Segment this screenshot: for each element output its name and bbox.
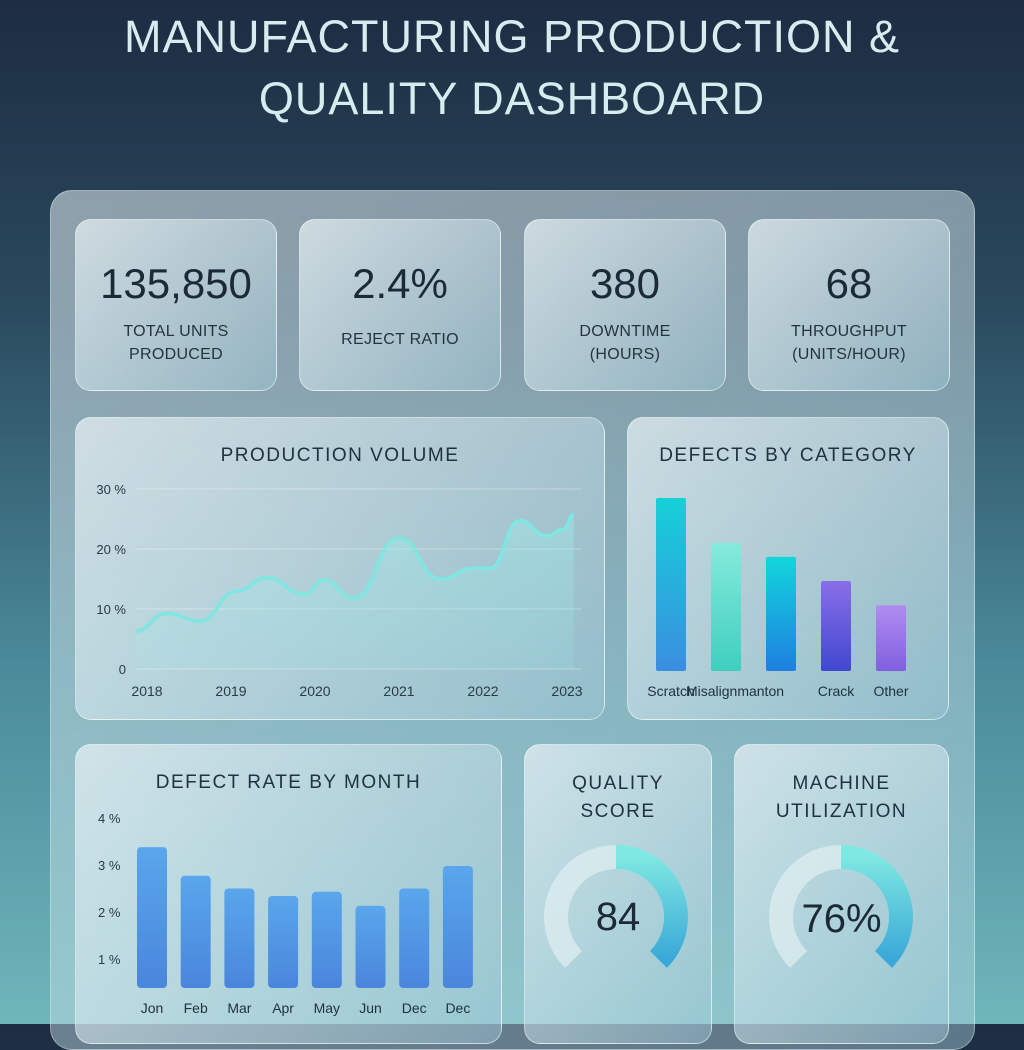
- category-label: Crack: [818, 683, 856, 699]
- gauge-value: 84: [595, 895, 641, 939]
- defect-rate-chart: 1 % 2 % 3 % 4 % Jon Feb Mar Apr May Jun Dec Dec: [98, 811, 473, 1016]
- month-label: Mar: [227, 1000, 251, 1016]
- y-tick-label: 1 %: [98, 952, 121, 967]
- x-tick-label: 2023: [551, 683, 582, 699]
- title-line-2: QUALITY DASHBOARD: [258, 73, 766, 124]
- machine-utilization-card: MACHINE UTILIZATION 76%: [734, 744, 949, 1044]
- x-tick-label: 2021: [383, 683, 414, 699]
- gauge-fill: [615, 845, 688, 968]
- bar: [355, 905, 386, 988]
- y-tick-label: 20 %: [96, 542, 126, 557]
- machine-utilization-gauge: [769, 845, 913, 968]
- y-tick-label: 3 %: [98, 858, 121, 873]
- kpi-value: 135,850: [100, 260, 252, 307]
- month-label: Jon: [141, 1000, 164, 1016]
- kpi-value: 2.4%: [352, 260, 448, 307]
- month-label: Apr: [272, 1000, 294, 1016]
- bar: [268, 896, 299, 988]
- gauge-title: MACHINE UTILIZATION: [775, 773, 908, 822]
- bar: [821, 581, 851, 671]
- quality-score-card: QUALITY SCORE 84: [524, 744, 712, 1044]
- kpi-reject-ratio: 2.4% REJECT RATIO: [299, 219, 501, 391]
- defects-by-category-card: DEFECTS BY CATEGORY Scratch Misalignmanto…: [627, 417, 949, 720]
- kpi-throughput: 68 THROUGHPUT (UNITS/HOUR): [748, 219, 950, 391]
- bar: [442, 865, 473, 988]
- kpi-value: 68: [825, 260, 873, 307]
- kpi-label: DOWNTIME (HOURS): [579, 323, 671, 363]
- bar: [180, 875, 211, 988]
- kpi-label: TOTAL UNITS PRODUCED: [123, 323, 229, 363]
- kpi-total-units: 135,850 TOTAL UNITS PRODUCED: [75, 219, 277, 391]
- bar: [137, 847, 167, 988]
- chart-title: DEFECT RATE BY MONTH: [155, 772, 422, 793]
- month-label: Jun: [359, 1000, 382, 1016]
- month-label: Dec: [445, 1000, 470, 1016]
- kpi-value: 380: [589, 260, 661, 307]
- y-tick-label: 30 %: [96, 482, 126, 497]
- y-tick-label: 2 %: [98, 905, 121, 920]
- bar: [766, 556, 796, 671]
- chart-title: PRODUCTION VOLUME: [220, 445, 460, 466]
- quality-score-gauge: [544, 845, 688, 968]
- bar: [311, 891, 342, 988]
- bar: [876, 605, 906, 671]
- month-label: Feb: [184, 1000, 208, 1016]
- category-label: Misalignmanton: [686, 683, 784, 699]
- bar: [224, 888, 255, 988]
- gauge-title: QUALITY SCORE: [572, 773, 664, 822]
- bar: [399, 888, 430, 988]
- title-line-1: MANUFACTURING PRODUCTION &: [123, 11, 900, 62]
- category-label: Other: [873, 683, 908, 699]
- production-volume-chart: 0 10 % 20 % 30 % 2018 2019 2020 2021 2022 2023: [96, 482, 582, 699]
- bar: [656, 498, 686, 671]
- month-label: May: [314, 1000, 340, 1016]
- y-tick-label: 0: [119, 662, 126, 677]
- production-volume-card: PRODUCTION VOLUME 0 10 % 20 % 30 % 2018 2019 2…: [75, 417, 605, 720]
- month-label: Dec: [402, 1000, 427, 1016]
- kpi-downtime: 380 DOWNTIME (HOURS): [524, 219, 726, 391]
- x-tick-label: 2022: [467, 683, 498, 699]
- kpi-label: THROUGHPUT (UNITS/HOUR): [791, 323, 907, 363]
- series-line: [135, 512, 575, 633]
- y-tick-label: 10 %: [96, 602, 126, 617]
- kpi-label: REJECT RATIO: [341, 331, 459, 348]
- defect-rate-card: DEFECT RATE BY MONTH 1 % 2 % 3 % 4 % Jon Feb M…: [75, 744, 502, 1044]
- dashboard-title: MANUFACTURING PRODUCTION & QUALITY DASHB…: [0, 6, 1024, 130]
- chart-title: DEFECTS BY CATEGORY: [659, 445, 917, 466]
- area-fill: [135, 514, 574, 669]
- bar: [711, 542, 741, 671]
- gauge-fill: [840, 845, 913, 968]
- x-tick-label: 2019: [215, 683, 246, 699]
- gauge-value: 76%: [801, 897, 882, 941]
- category-label: Scratch: [647, 683, 694, 699]
- x-tick-label: 2018: [131, 683, 162, 699]
- y-tick-label: 4 %: [98, 811, 121, 826]
- x-tick-label: 2020: [299, 683, 330, 699]
